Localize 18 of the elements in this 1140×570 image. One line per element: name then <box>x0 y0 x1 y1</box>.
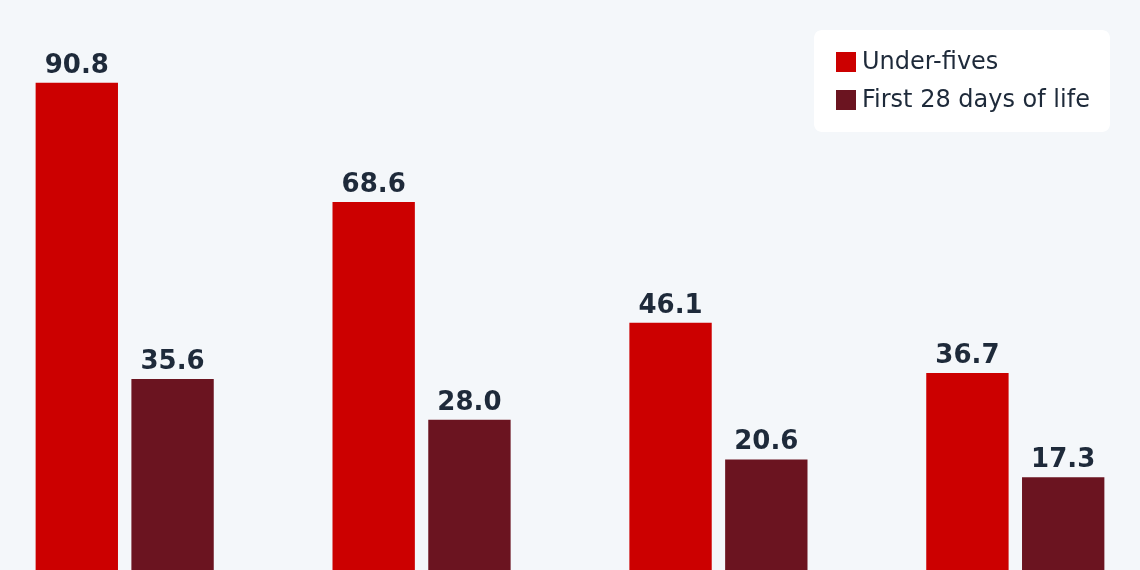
bar <box>926 373 1009 570</box>
data-label: 46.1 <box>638 288 703 319</box>
data-label: 35.6 <box>140 344 205 375</box>
bar <box>1022 477 1105 570</box>
bar <box>428 419 511 570</box>
data-label: 17.3 <box>1031 443 1096 474</box>
bar <box>131 378 214 570</box>
data-label: 28.0 <box>437 385 502 416</box>
data-label: 90.8 <box>44 48 109 79</box>
bar <box>35 82 118 570</box>
legend-label: Under-fives <box>862 47 999 75</box>
bar <box>629 322 712 570</box>
data-label: 36.7 <box>935 339 1000 370</box>
data-label: 20.6 <box>734 425 799 456</box>
data-label: 68.6 <box>341 167 406 198</box>
legend-label: First 28 days of life <box>862 85 1090 113</box>
bar <box>725 459 808 570</box>
bar <box>332 201 415 570</box>
